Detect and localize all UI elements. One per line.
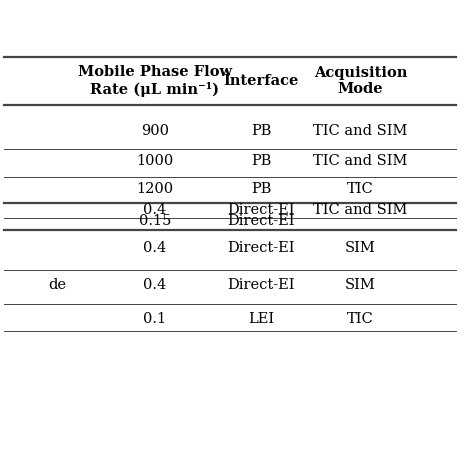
Text: PB: PB: [251, 124, 272, 138]
Text: TIC and SIM: TIC and SIM: [313, 124, 408, 138]
Text: 0.4: 0.4: [143, 241, 166, 255]
Text: SIM: SIM: [345, 241, 376, 255]
Text: 0.15: 0.15: [138, 214, 171, 228]
Text: TIC and SIM: TIC and SIM: [313, 203, 408, 217]
Text: SIM: SIM: [345, 278, 376, 292]
Text: TIC and SIM: TIC and SIM: [313, 154, 408, 168]
Text: de: de: [48, 278, 66, 292]
Text: TIC: TIC: [347, 182, 374, 196]
Text: 0.4: 0.4: [143, 278, 166, 292]
Text: Direct-EI: Direct-EI: [228, 214, 295, 228]
Text: 900: 900: [141, 124, 169, 138]
Text: Direct-EI: Direct-EI: [228, 241, 295, 255]
Text: Direct-EI: Direct-EI: [228, 278, 295, 292]
Text: 0.4: 0.4: [143, 203, 166, 217]
Text: Mobile Phase Flow
Rate (μL min⁻¹): Mobile Phase Flow Rate (μL min⁻¹): [78, 65, 232, 97]
Text: LEI: LEI: [248, 311, 274, 326]
Text: 1200: 1200: [136, 182, 173, 196]
Text: TIC: TIC: [347, 311, 374, 326]
Text: PB: PB: [251, 182, 272, 196]
Text: Direct-EI: Direct-EI: [228, 203, 295, 217]
Text: PB: PB: [251, 154, 272, 168]
Text: Interface: Interface: [224, 74, 299, 88]
Text: 0.1: 0.1: [143, 311, 166, 326]
Text: 1000: 1000: [136, 154, 173, 168]
Text: Acquisition
Mode: Acquisition Mode: [314, 66, 407, 96]
